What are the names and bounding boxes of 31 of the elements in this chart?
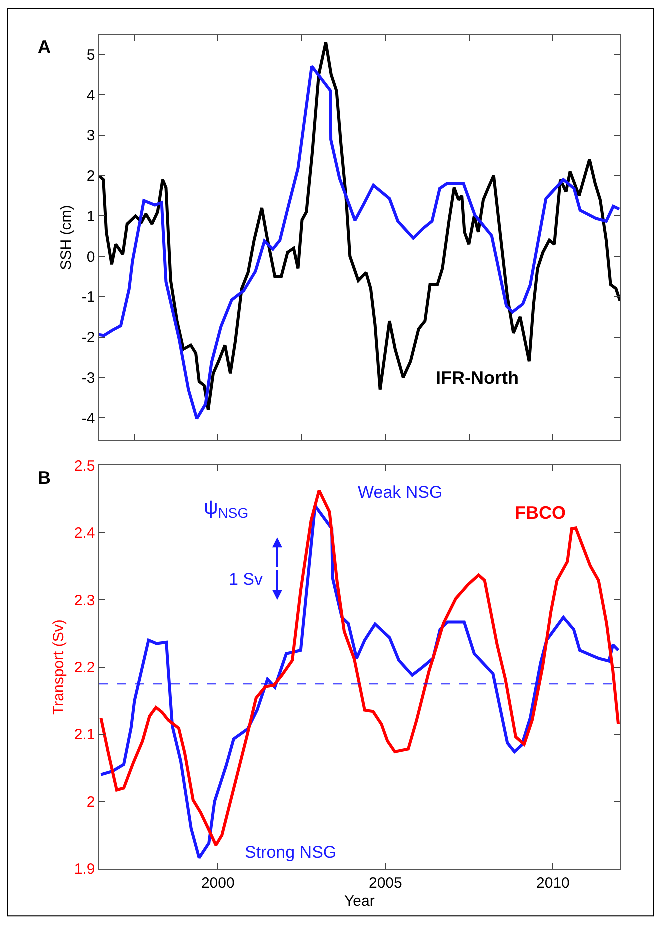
x-axis-title: Year [344, 892, 375, 910]
y-tick-label: 2.2 [74, 660, 96, 677]
chart-title: B [38, 468, 51, 488]
y-tick-label: -1 [82, 289, 96, 306]
annotation: Weak NSG [358, 483, 443, 502]
y-tick-label: -2 [82, 330, 96, 347]
annotation: Strong NSG [245, 843, 337, 862]
y-tick-label: 4 [86, 87, 96, 104]
x-tick-label: 2000 [201, 874, 235, 892]
y-tick-label: 2.3 [74, 592, 96, 610]
y-tick-label: 2 [86, 794, 96, 811]
y-axis-title: SSH (cm) [58, 205, 76, 270]
y-tick-label: 2 [86, 168, 96, 186]
y-tick-label: 1.9 [74, 861, 96, 878]
text: ψ$_{NSG}$ [204, 497, 249, 522]
y-tick-label: 5 [86, 46, 96, 64]
series-label: FBCO [515, 503, 566, 523]
y-tick-label: 2.5 [74, 458, 96, 475]
y-tick-label: 3 [86, 128, 96, 145]
y-tick-label: -3 [82, 370, 96, 387]
chart-title: A [38, 37, 51, 57]
y-tick-label: 2.1 [74, 726, 96, 744]
y-tick-label: 1 [86, 208, 96, 226]
y-tick-label: -4 [82, 410, 96, 428]
annotation: 1 Sv [229, 570, 264, 589]
x-tick-label: 2010 [536, 874, 570, 892]
y-axis-title: Transport (Sv) [50, 620, 68, 715]
y-tick-label: 2.4 [74, 525, 96, 542]
x-tick-label: 2005 [368, 874, 402, 892]
series-label: IFR-North [436, 368, 519, 388]
y-tick-label: 0 [86, 248, 96, 266]
